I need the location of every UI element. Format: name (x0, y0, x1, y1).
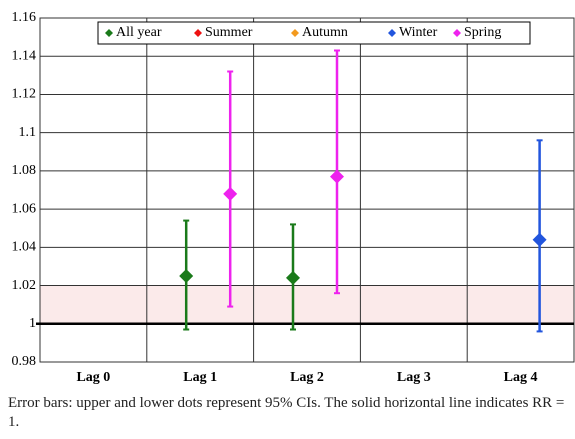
legend-marker (105, 29, 113, 37)
legend-label: Autumn (302, 25, 348, 40)
legend: All year Summer Autumn Winter Spring (97, 21, 531, 45)
y-tick-label: 1.08 (12, 163, 37, 178)
y-tick-label: 1.1 (19, 125, 37, 140)
y-tick-label: 1 (29, 316, 36, 331)
y-tick-label: 0.98 (12, 354, 37, 369)
point-marker (330, 169, 344, 184)
x-tick-label: Lag 0 (76, 370, 110, 385)
y-tick-label: 1.06 (12, 201, 37, 216)
legend-marker (194, 29, 202, 37)
legend-box (97, 21, 531, 45)
legend-label: All year (116, 25, 162, 40)
shaded-band (40, 285, 574, 324)
point-marker (179, 269, 194, 283)
y-tick-label: 1.16 (12, 10, 37, 25)
legend-marker (291, 29, 299, 37)
chart: 0.98 1 1.02 1.04 1.06 1.08 1.1 1.12 1.14 1.16 Lag … (12, 10, 575, 385)
x-tick-label: Lag 1 (183, 370, 217, 385)
legend-label: Summer (205, 25, 253, 40)
y-tick-label: 1.04 (12, 240, 37, 255)
x-tick-label: Lag 2 (290, 370, 324, 385)
x-tick-label: Lag 3 (397, 370, 431, 385)
y-tick-label: 1.14 (12, 48, 37, 63)
legend-label: Spring (464, 25, 501, 40)
legend-marker (453, 29, 461, 37)
legend-label: Winter (399, 25, 438, 40)
plot-frame (39, 17, 575, 363)
point-marker (286, 270, 300, 285)
point-marker (532, 232, 547, 247)
legend-marker (388, 29, 396, 37)
point-marker (223, 186, 238, 201)
y-tick-label: 1.12 (12, 87, 37, 102)
caption: Error bars: upper and lower dots represe… (8, 395, 565, 430)
x-tick-label: Lag 4 (504, 370, 538, 385)
y-tick-label: 1.02 (12, 278, 37, 293)
